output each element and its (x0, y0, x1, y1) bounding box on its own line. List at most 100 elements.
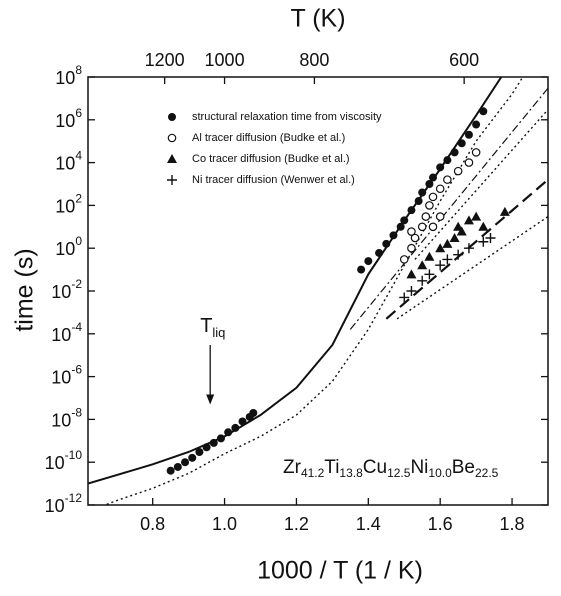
point (421, 212, 431, 221)
fit-curve (349, 87, 548, 330)
point (209, 438, 218, 447)
point (453, 249, 464, 260)
point (442, 238, 453, 248)
formula-element: Ti (324, 457, 339, 478)
formula-subscript: 12.5 (387, 466, 411, 480)
point (457, 139, 466, 148)
point (463, 243, 474, 254)
point (417, 222, 427, 232)
point (471, 148, 481, 157)
point (216, 434, 225, 443)
y-tick-label: 106 (55, 106, 82, 131)
point (417, 275, 428, 286)
y-tick-base: 10 (55, 239, 75, 259)
formula-subscript: 22.5 (475, 466, 499, 480)
point (453, 221, 464, 231)
point (425, 180, 434, 188)
x-tick-label: 0.8 (140, 514, 165, 534)
formula-element: Ni (410, 457, 428, 478)
x-axis-label: 1000 / T (1 / K) (257, 557, 423, 585)
formula-subscript: 10.0 (428, 466, 452, 480)
point (456, 226, 467, 236)
formula-element: Cu (363, 457, 387, 478)
point (173, 462, 182, 471)
y-axis-label: time (s) (11, 248, 39, 331)
y-tick-label: 100 (55, 234, 82, 259)
y-tick-base: 10 (55, 68, 75, 88)
top-tick-label: 600 (449, 50, 479, 70)
top-tick-label: 1200 (145, 50, 185, 70)
point (389, 231, 398, 240)
y-tick-label: 102 (55, 192, 82, 217)
point (224, 428, 233, 437)
point (435, 184, 445, 194)
point (417, 260, 428, 270)
y-tick-base: 10 (51, 325, 71, 345)
point (231, 423, 240, 432)
point (429, 173, 437, 182)
point (435, 243, 446, 253)
point (435, 260, 446, 271)
legend-marker (167, 133, 177, 143)
point (375, 248, 384, 257)
y-tick-exponent: -6 (71, 363, 82, 377)
y-tick-base: 10 (51, 282, 71, 302)
formula-subscript: 13.8 (339, 466, 363, 480)
point (464, 130, 473, 139)
point (443, 175, 452, 184)
point (357, 265, 366, 274)
point (406, 269, 417, 279)
point (499, 206, 510, 216)
x-tick-label: 1.0 (212, 514, 237, 534)
y-tick-exponent: -4 (71, 320, 82, 334)
y-tick-exponent: 4 (75, 149, 82, 163)
legend-marker (167, 154, 177, 163)
y-tick-label: 10-6 (51, 363, 82, 388)
y-tick-base: 10 (55, 111, 75, 131)
legend-label: Ni tracer diffusion (Wenwer et al.) (192, 174, 355, 186)
y-tick-base: 10 (51, 410, 71, 430)
point (479, 107, 488, 116)
y-tick-base: 10 (45, 496, 65, 516)
point (399, 292, 410, 303)
y-tick-label: 104 (55, 149, 82, 174)
fit-curve (396, 216, 548, 320)
point (400, 216, 409, 225)
point (442, 254, 453, 265)
annotation: Tliq (200, 315, 225, 340)
y-tick-label: 10-8 (51, 406, 82, 431)
point (166, 466, 175, 475)
y-tick-label: 108 (55, 63, 82, 88)
y-tick-exponent: -10 (65, 448, 83, 462)
fit-curve (414, 109, 548, 260)
formula-element: Be (452, 457, 475, 478)
y-tick-exponent: 6 (75, 106, 82, 120)
y-tick-exponent: 2 (75, 192, 82, 206)
point (181, 458, 190, 467)
arrow-head (206, 394, 215, 405)
point (249, 408, 258, 417)
point (407, 206, 416, 215)
legend-label: Al tracer diffusion (Budke et al.) (192, 132, 345, 144)
point (195, 447, 204, 456)
top-tick-label: 1000 (205, 50, 245, 70)
y-tick-base: 10 (55, 196, 75, 216)
point (435, 212, 445, 221)
point (485, 232, 496, 243)
y-tick-label: 10-4 (51, 320, 82, 345)
y-tick-base: 10 (51, 367, 71, 387)
legend-marker (168, 113, 176, 121)
x-tick-label: 1.4 (356, 514, 381, 534)
point (463, 215, 474, 225)
legend-marker (167, 175, 177, 185)
point (202, 443, 211, 452)
x-tick-label: 1.6 (428, 514, 453, 534)
y-tick-exponent: 0 (75, 234, 82, 248)
y-tick-base: 10 (45, 453, 65, 473)
point (428, 222, 438, 232)
annotation-text: T (200, 315, 212, 337)
point (364, 257, 373, 266)
fit-curve (103, 77, 524, 505)
point (449, 232, 460, 242)
point (382, 239, 391, 248)
